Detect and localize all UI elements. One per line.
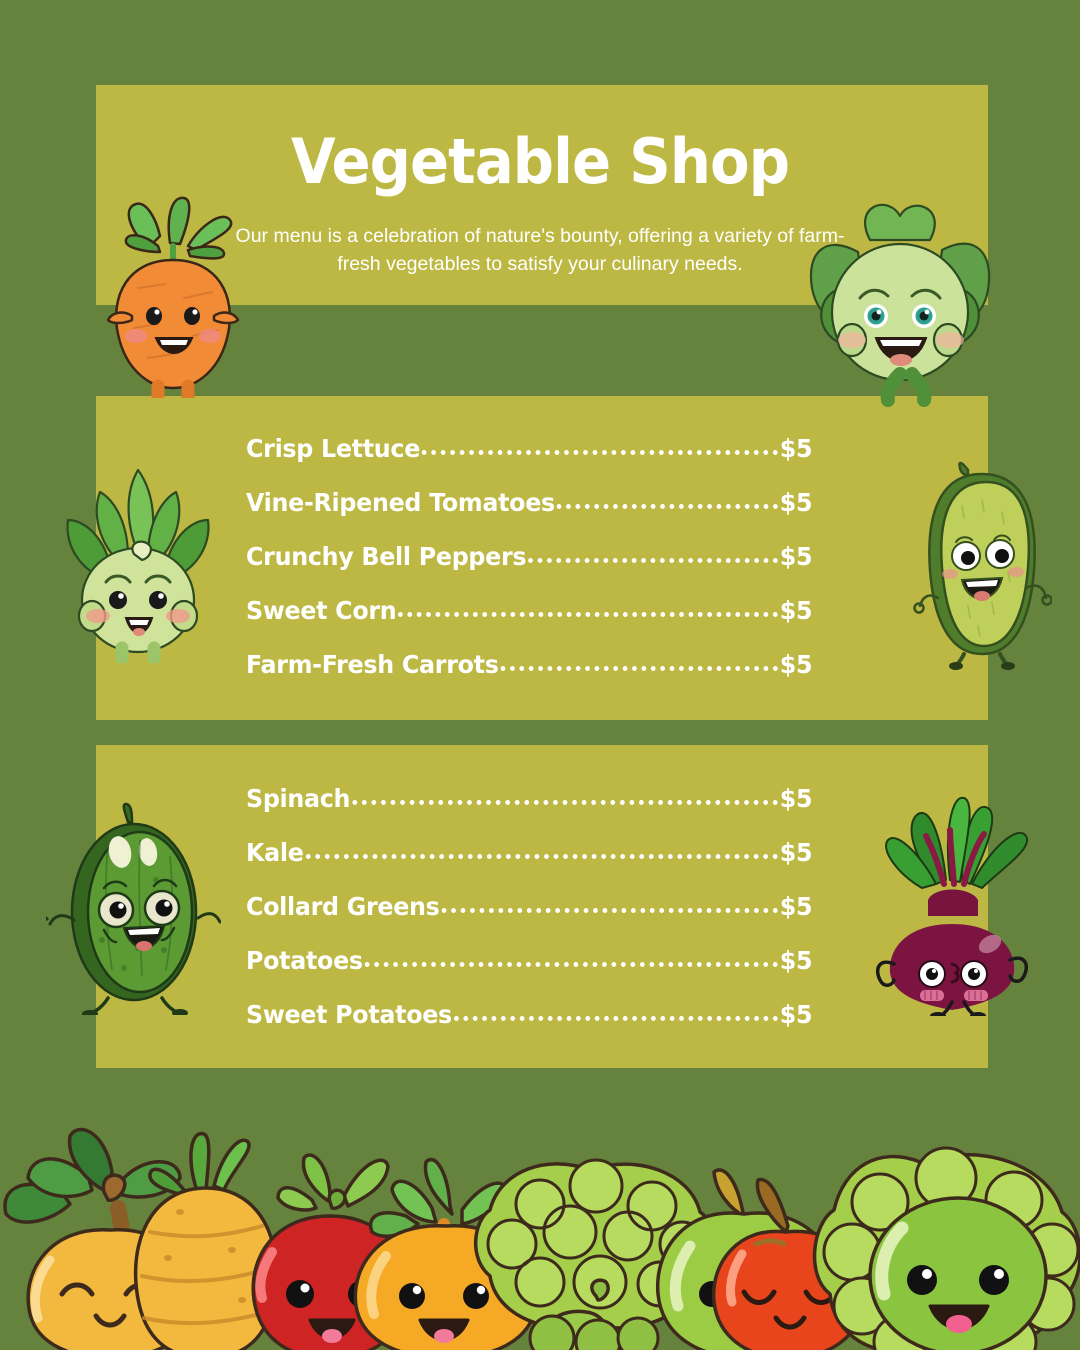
carrot-character bbox=[106, 196, 240, 398]
dot-leader bbox=[364, 962, 778, 967]
menu-item-price: $5 bbox=[779, 596, 813, 625]
menu-item-name: Sweet Potatoes bbox=[246, 1000, 452, 1029]
menu-section-1: Crisp Lettuce $5 Vine-Ripened Tomatoes $… bbox=[246, 434, 842, 704]
menu-item-price: $5 bbox=[779, 434, 813, 463]
dot-leader bbox=[441, 908, 778, 913]
menu-item-name: Potatoes bbox=[246, 946, 363, 975]
menu-item[interactable]: Farm-Fresh Carrots $5 bbox=[246, 650, 812, 704]
menu-item-price: $5 bbox=[779, 488, 813, 517]
menu-item-name: Crisp Lettuce bbox=[246, 434, 421, 463]
dot-leader bbox=[421, 450, 778, 455]
menu-item-price: $5 bbox=[779, 838, 813, 867]
bottom-vegetable-row bbox=[3, 1127, 1080, 1350]
menu-item-name: Kale bbox=[246, 838, 304, 867]
page-title: Vegetable Shop bbox=[290, 125, 790, 198]
dot-leader bbox=[453, 1016, 778, 1021]
menu-item-name: Vine-Ripened Tomatoes bbox=[246, 488, 555, 517]
dot-leader bbox=[305, 854, 778, 859]
dot-leader bbox=[352, 800, 778, 805]
menu-item[interactable]: Crunchy Bell Peppers $5 bbox=[246, 542, 812, 596]
menu-item[interactable]: Spinach $5 bbox=[246, 784, 812, 838]
cabbage-character bbox=[809, 203, 991, 407]
menu-item-name: Collard Greens bbox=[246, 892, 440, 921]
carrot-large-character bbox=[133, 1131, 279, 1350]
menu-item[interactable]: Potatoes $5 bbox=[246, 946, 812, 1000]
menu-item[interactable]: Crisp Lettuce $5 bbox=[246, 434, 812, 488]
broccoli-large-character bbox=[812, 1146, 1080, 1350]
cucumber-light-character bbox=[913, 461, 1052, 670]
menu-item-name: Spinach bbox=[246, 784, 351, 813]
dot-leader bbox=[528, 558, 778, 563]
menu-item[interactable]: Collard Greens $5 bbox=[246, 892, 812, 946]
menu-item-price: $5 bbox=[779, 946, 813, 975]
page-subtitle: Our menu is a celebration of nature's bo… bbox=[235, 225, 845, 275]
menu-item-price: $5 bbox=[779, 784, 813, 813]
dot-leader bbox=[500, 666, 778, 671]
lettuce-character bbox=[66, 468, 210, 663]
dot-leader bbox=[556, 504, 778, 509]
menu-item-price: $5 bbox=[779, 892, 813, 921]
menu-item[interactable]: Vine-Ripened Tomatoes $5 bbox=[246, 488, 812, 542]
menu-item[interactable]: Sweet Potatoes $5 bbox=[246, 1000, 812, 1054]
cucumber-dark-character bbox=[46, 802, 221, 1015]
menu-item-price: $5 bbox=[779, 542, 813, 571]
menu-item-name: Farm-Fresh Carrots bbox=[246, 650, 499, 679]
menu-item[interactable]: Sweet Corn $5 bbox=[246, 596, 812, 650]
menu-item[interactable]: Kale $5 bbox=[246, 838, 812, 892]
menu-item-price: $5 bbox=[779, 1000, 813, 1029]
menu-section-2: Spinach $5 Kale $5 Collard Greens $5 Pot… bbox=[246, 784, 842, 1054]
menu-item-name: Crunchy Bell Peppers bbox=[246, 542, 527, 571]
menu-panel-2 bbox=[96, 745, 988, 1068]
menu-item-name: Sweet Corn bbox=[246, 596, 397, 625]
beet-character bbox=[875, 796, 1029, 1016]
dot-leader bbox=[398, 612, 778, 617]
menu-item-price: $5 bbox=[779, 650, 813, 679]
